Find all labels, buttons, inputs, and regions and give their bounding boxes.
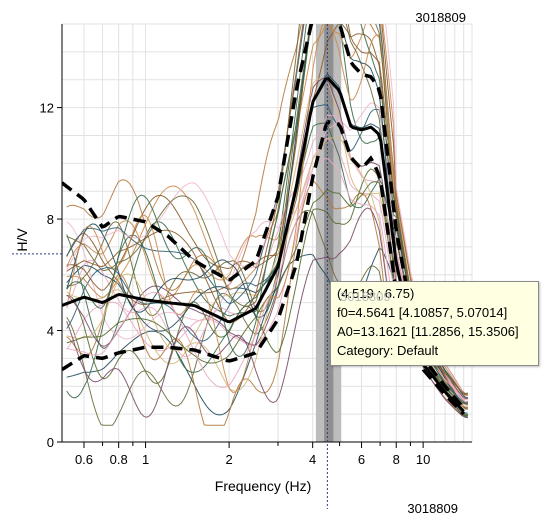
y-axis-label: H/V (14, 228, 30, 252)
x-axis-label: Frequency (Hz) (215, 478, 311, 494)
tooltip-category: Category: Default (337, 343, 439, 358)
tooltip-coords: (4.519 ; 6.75) (337, 286, 415, 301)
x-tick-label: 4 (309, 452, 316, 467)
window-curve (66, 122, 468, 416)
y-tick-label: 12 (40, 101, 54, 116)
statistic-curves (62, 24, 466, 416)
tooltip-ghost-station: 3018809 (340, 289, 391, 304)
station-id-label: 3018809 (415, 10, 466, 25)
y-tick-label: 0 (47, 435, 54, 450)
tooltip-f0: f0=4.5641 [4.10857, 5.07014] (337, 305, 508, 320)
y-tick-label: 4 (47, 324, 54, 339)
window-curve (66, 24, 468, 397)
x-tick-label: 0.8 (110, 452, 128, 467)
window-curve (66, 24, 469, 395)
x-tick-label: 1 (142, 452, 149, 467)
y-tick-label: 8 (47, 212, 54, 227)
peak-tooltip: (4.519 ; 6.75) f0=4.5641 [4.10857, 5.070… (330, 281, 539, 366)
x-tick-label: 6 (358, 452, 365, 467)
x-tick-label: 8 (393, 452, 400, 467)
tooltip-a0: A0=13.1621 [11.2856, 15.3506] (337, 324, 519, 339)
window-curve (66, 24, 468, 396)
x-tick-label: 2 (225, 452, 232, 467)
x-tick-label: 0.6 (75, 452, 93, 467)
curve-mean-minus-std (62, 119, 465, 416)
curve-mean (62, 76, 465, 413)
window-curve (66, 157, 468, 401)
f0-center-band-rect (324, 24, 334, 442)
x-tick-label: 10 (416, 452, 430, 467)
cursor-crosshair (12, 24, 328, 509)
